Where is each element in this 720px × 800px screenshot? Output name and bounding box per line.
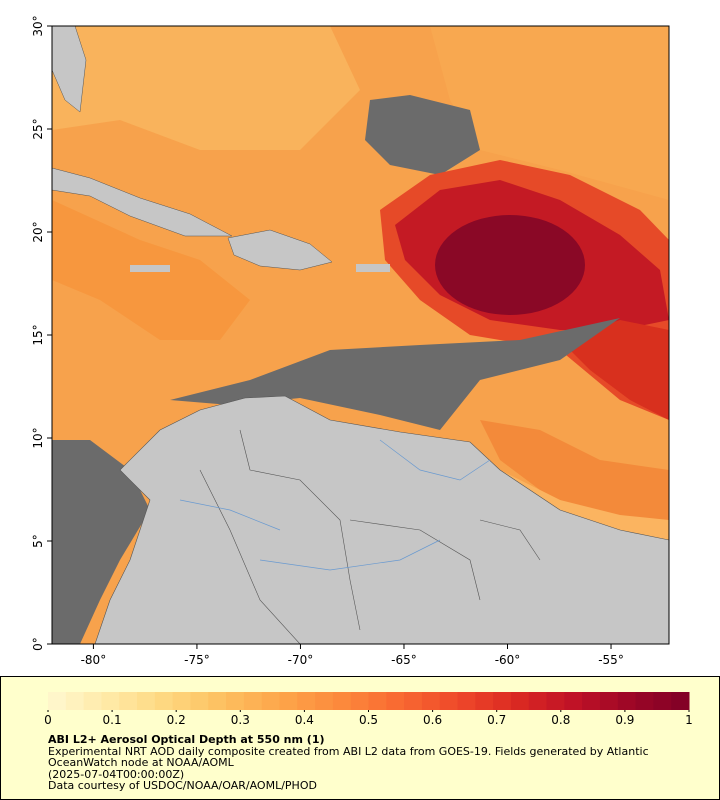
colorbar-cell [386,692,405,710]
y-tick-label: 15° [31,324,45,345]
colorbar-tick-label: 0.8 [551,713,570,727]
caption-block: ABI L2+ Aerosol Optical Depth at 550 nm … [48,734,688,792]
colorbar-cell [119,692,138,710]
y-tick-label: 25° [31,118,45,139]
colorbar-cell [172,692,191,710]
colorbar-tick-label: 1 [685,713,693,727]
colorbar-cell [226,692,245,710]
caption: Data courtesy of USDOC/NOAA/OAR/AOML/PHO… [48,779,317,792]
colorbar-cell [83,692,102,710]
y-tick-label: 0° [31,637,45,651]
colorbar-cell [546,692,565,710]
caption: (2025-07-04T00:00:00Z) [48,767,185,781]
colorbar-tick-label: 0.3 [231,713,250,727]
colorbar-cell [332,692,352,710]
colorbar-tick-label: 0.5 [359,713,378,727]
x-tick-label: -60° [495,653,521,667]
colorbar-cell [368,692,387,710]
colorbar-cell [261,692,280,710]
colorbar-cell [190,692,209,710]
caption: Experimental NRT AOD daily composite cre… [48,744,649,769]
colorbar-cell [421,692,441,710]
colorbar-cell [65,692,85,710]
colorbar-tick-label: 0.4 [295,713,314,727]
colorbar-cell [457,692,476,710]
colorbar-cell [510,692,530,710]
y-tick-label: 20° [31,221,45,242]
colorbar-cell [137,692,156,710]
colorbar-tick-label: 0.6 [423,713,442,727]
colorbar-cell [48,692,67,710]
map: -80° -75° -70° -65° -60° -55° 0° 5° 10° 15° 20° 25°… [31,15,670,667]
colorbar-cell [582,692,601,710]
colorbar-cell [350,692,369,710]
colorbar-cell [243,692,263,710]
colorbar-cell [315,692,334,710]
colorbar-cell [617,692,637,710]
x-tick-label: -55° [598,653,624,667]
colorbar: 0 0.1 0.2 0.3 0.4 0.5 0.6 0.7 0.8 0.9 1 [44,692,693,727]
y-tick-label: 30° [31,15,45,36]
colorbar-cell [404,692,423,710]
colorbar-cell [154,692,174,710]
colorbar-cell [635,692,654,710]
colorbar-cell [493,692,512,710]
x-tick-label: -70° [288,653,314,667]
colorbar-cell [528,692,548,710]
colorbar-tick-label: 0.7 [487,713,506,727]
colorbar-cell [297,692,316,710]
colorbar-tick-label: 0.2 [167,713,186,727]
colorbar-tick-label: 0 [44,713,52,727]
x-tick-label: -65° [391,653,417,667]
colorbar-cell [208,692,227,710]
colorbar-tick-label: 0.9 [615,713,634,727]
colorbar-cell [653,692,672,710]
colorbar-cell [671,692,690,710]
aod-field [52,26,669,644]
colorbar-cell [564,692,583,710]
colorbar-cell [599,692,619,710]
colorbar-cell [101,692,120,710]
colorbar-cell [439,692,459,710]
y-tick-label: 10° [31,427,45,448]
colorbar-cell [475,692,494,710]
map-title: ABI L2+ Aerosol Optical Depth at 550 nm … [48,733,325,746]
x-tick-label: -75° [184,653,210,667]
colorbar-cell [279,692,298,710]
x-tick-label: -80° [81,653,107,667]
y-tick-label: 5° [31,534,45,548]
colorbar-tick-label: 0.1 [103,713,122,727]
